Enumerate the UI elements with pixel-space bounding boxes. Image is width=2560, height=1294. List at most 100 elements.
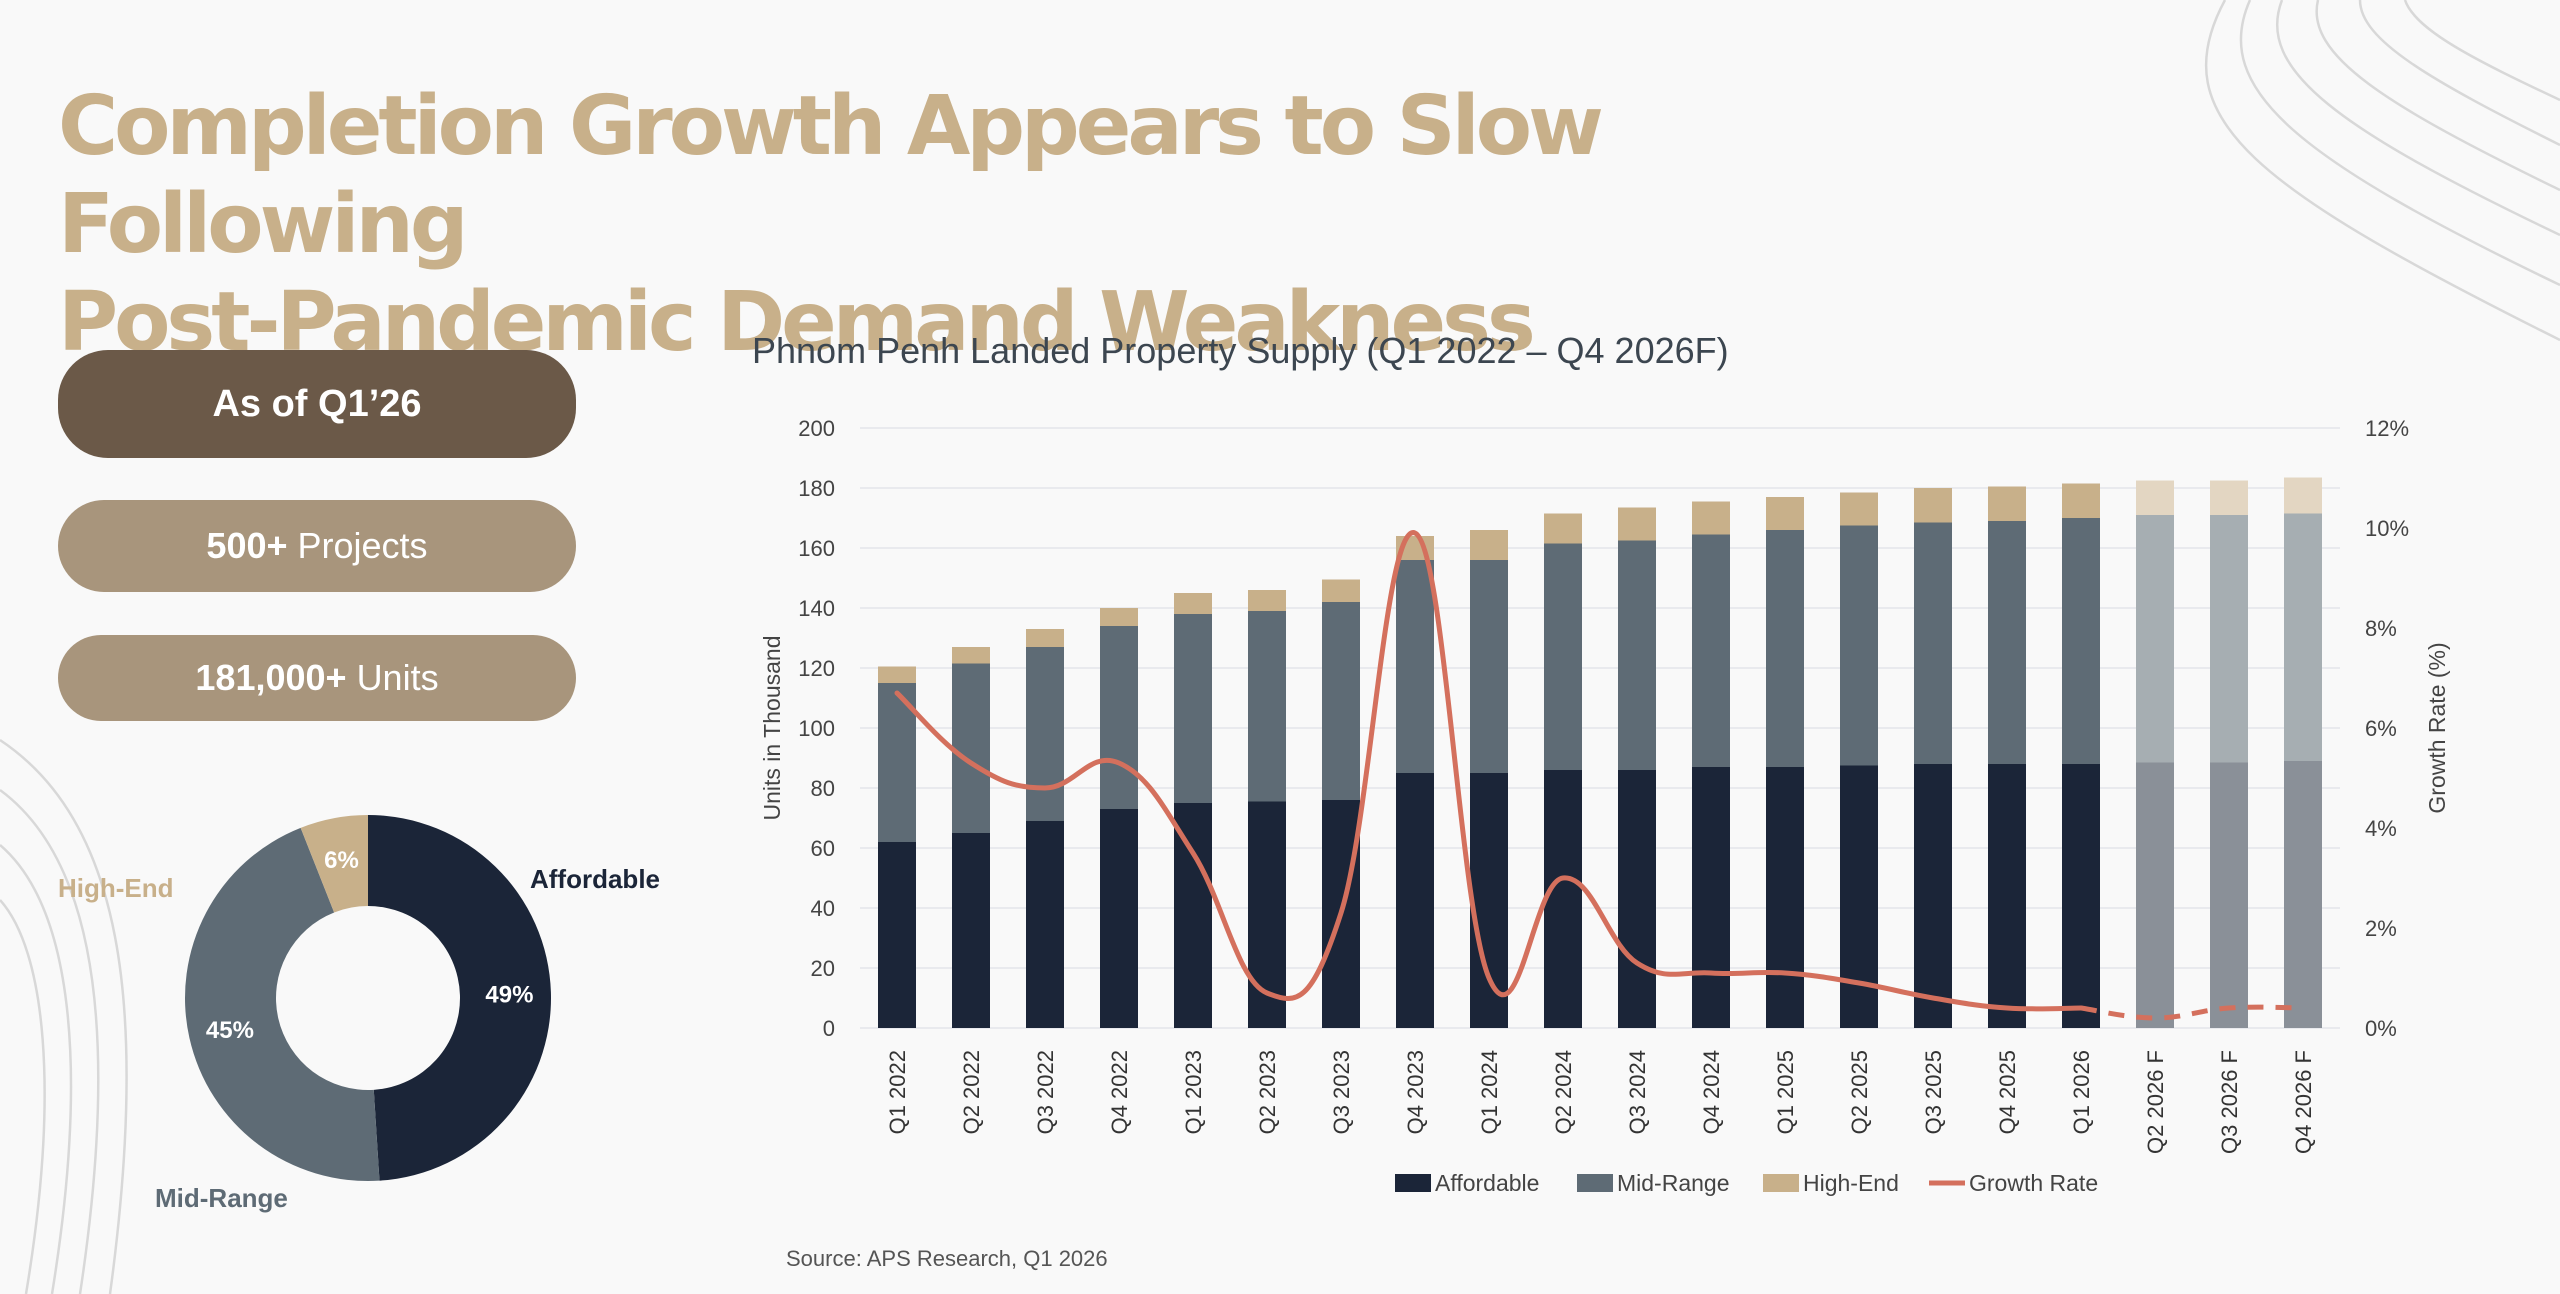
bar-mid-range [1766, 530, 1804, 767]
bar-mid-range [2284, 513, 2322, 761]
legend-swatch-affordable [1395, 1174, 1431, 1192]
page-title-line-1: Completion Growth Appears to Slow Follow… [58, 79, 1604, 272]
y-axis-tick-label: 140 [798, 596, 835, 621]
bar-mid-range [952, 663, 990, 833]
legend-label-mid-range: Mid-Range [1617, 1170, 1730, 1196]
projects-stat-value: 500+ [206, 525, 288, 566]
bar-affordable [2284, 761, 2322, 1028]
x-axis-tick-label: Q1 2024 [1477, 1050, 1502, 1134]
donut-category-label-affordable: Affordable [530, 864, 660, 894]
bar-affordable [952, 833, 990, 1028]
donut-slice-affordable [368, 815, 551, 1181]
bar-high-end [1322, 579, 1360, 602]
as-of-date-badge: As of Q1’26 [58, 350, 576, 458]
bar-affordable [878, 842, 916, 1028]
bar-high-end [1988, 486, 2026, 521]
legend-label-growth-rate: Growth Rate [1969, 1170, 2098, 1196]
bar-high-end [1766, 497, 1804, 530]
source-note: Source: APS Research, Q1 2026 [786, 1246, 1108, 1271]
growth-rate-forecast-line [2080, 1004, 2304, 1021]
bar-mid-range [1396, 560, 1434, 773]
y-axis-tick-label: 0 [823, 1016, 835, 1041]
bar-mid-range [1914, 522, 1952, 764]
bar-mid-range [1692, 534, 1730, 767]
x-axis-tick-label: Q2 2026 F [2143, 1050, 2168, 1154]
x-axis-tick-label: Q2 2024 [1551, 1050, 1576, 1134]
y-axis-tick-label: 200 [798, 416, 835, 441]
y-axis-tick-label: 180 [798, 476, 835, 501]
projects-stat-badge: 500+ Projects [58, 500, 576, 592]
bar-mid-range [2210, 515, 2248, 763]
y2-axis-tick-label: 2% [2365, 916, 2397, 941]
bar-mid-range [1618, 540, 1656, 770]
y2-axis-tick-label: 4% [2365, 816, 2397, 841]
bar-affordable [2062, 764, 2100, 1028]
bar-mid-range [1026, 647, 1064, 821]
bar-high-end [1100, 608, 1138, 626]
donut-slice-high-end [300, 815, 368, 913]
bar-affordable [1618, 770, 1656, 1028]
x-axis-tick-label: Q4 2022 [1107, 1050, 1132, 1134]
legend-swatch-mid-range [1577, 1174, 1613, 1192]
bar-high-end [1174, 593, 1212, 614]
segment-share-donut-chart: 49% Affordable 45% Mid-Range 6% High-End [58, 815, 660, 1213]
units-stat-badge: 181,000+ Units [58, 635, 576, 721]
bar-high-end [1618, 507, 1656, 541]
page-title: Completion Growth Appears to Slow Follow… [58, 78, 1958, 372]
y-axis-tick-label: 80 [811, 776, 835, 801]
bar-affordable [1100, 809, 1138, 1028]
y-axis-title: Units in Thousand [759, 636, 785, 821]
bar-mid-range [1174, 614, 1212, 803]
bar-mid-range [1248, 611, 1286, 802]
bar-mid-range [1322, 602, 1360, 800]
x-axis-tick-label: Q4 2026 F [2291, 1050, 2316, 1154]
y-axis-tick-label: 40 [811, 896, 835, 921]
x-axis-tick-label: Q1 2022 [885, 1050, 910, 1134]
bar-mid-range [1840, 525, 1878, 766]
y-axis-tick-label: 20 [811, 956, 835, 981]
y2-axis-tick-label: 8% [2365, 616, 2397, 641]
bar-high-end [2136, 480, 2174, 515]
bar-affordable [1914, 764, 1952, 1028]
bar-high-end [1026, 629, 1064, 647]
x-axis-tick-label: Q4 2024 [1699, 1050, 1724, 1134]
bar-mid-range [2062, 518, 2100, 764]
units-stat-value: 181,000+ [195, 657, 347, 698]
bar-high-end [1544, 513, 1582, 544]
donut-percent-label-high-end: 6% [324, 847, 359, 874]
bar-affordable [1026, 821, 1064, 1028]
x-axis-tick-label: Q2 2023 [1255, 1050, 1280, 1134]
x-axis-tick-label: Q4 2023 [1403, 1050, 1428, 1134]
chart-title: Phnom Penh Landed Property Supply (Q1 20… [752, 330, 1729, 371]
bar-mid-range [1100, 626, 1138, 809]
x-axis-tick-label: Q2 2025 [1847, 1050, 1872, 1134]
bar-affordable [2136, 762, 2174, 1028]
y-axis-tick-label: 160 [798, 536, 835, 561]
bar-affordable [2210, 762, 2248, 1028]
x-axis-tick-label: Q1 2023 [1181, 1050, 1206, 1134]
legend-label-high-end: High-End [1803, 1170, 1899, 1196]
donut-category-label-mid-range: Mid-Range [155, 1183, 288, 1213]
bar-mid-range [1544, 543, 1582, 770]
bar-affordable [1840, 765, 1878, 1028]
x-axis-tick-label: Q4 2025 [1995, 1050, 2020, 1134]
bar-mid-range [1988, 521, 2026, 764]
y2-axis-tick-label: 6% [2365, 716, 2397, 741]
units-stat-label: Units [356, 657, 439, 698]
bar-high-end [1248, 590, 1286, 611]
bar-high-end [2210, 480, 2248, 515]
bar-high-end [2062, 483, 2100, 518]
bar-high-end [878, 666, 916, 683]
bar-affordable [1766, 767, 1804, 1028]
bar-high-end [1470, 530, 1508, 560]
growth-rate-line [894, 530, 2084, 1012]
x-axis-tick-label: Q3 2023 [1329, 1050, 1354, 1134]
bar-affordable [1470, 773, 1508, 1028]
x-axis-tick-label: Q1 2025 [1773, 1050, 1798, 1134]
as-of-date-text: As of Q1’26 [212, 382, 422, 425]
bar-affordable [1396, 773, 1434, 1028]
bar-affordable [1174, 803, 1212, 1028]
bar-high-end [2284, 477, 2322, 514]
y2-axis-tick-label: 10% [2365, 516, 2409, 541]
legend-swatch-high-end [1763, 1174, 1799, 1192]
